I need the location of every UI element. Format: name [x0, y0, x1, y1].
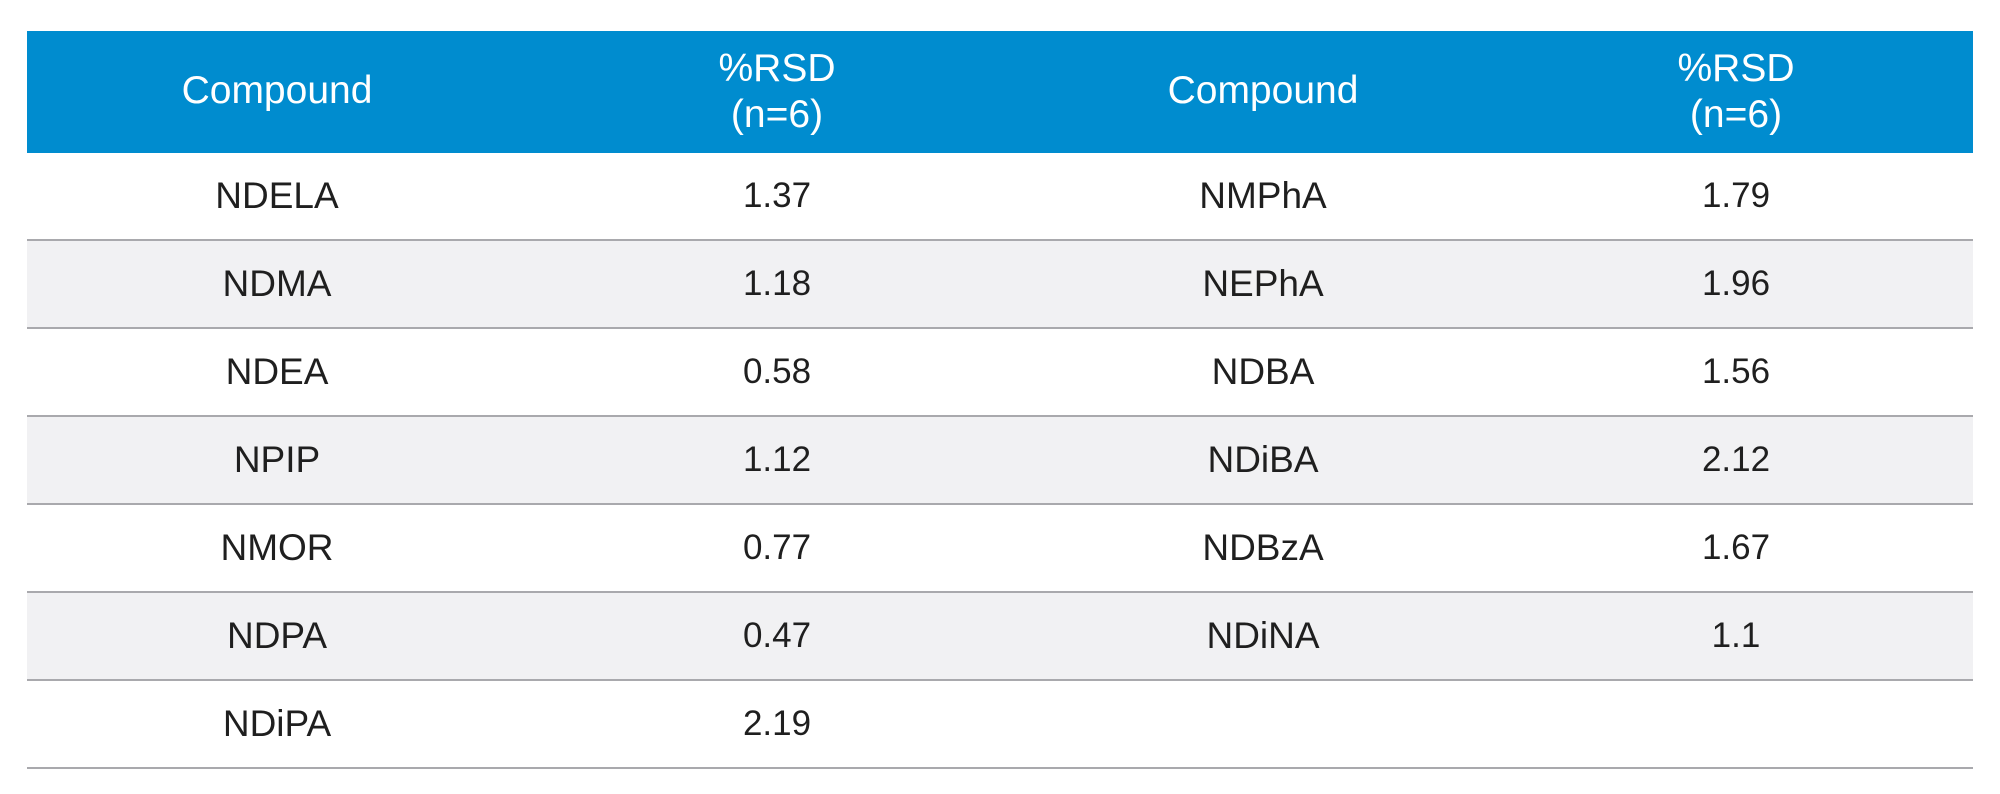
compound-left-cell: NDEA: [225, 351, 329, 392]
header-compound-left: Compound: [181, 69, 373, 112]
rsd-left-cell: 0.47: [742, 616, 812, 655]
rsd-left-cell: 1.12: [742, 440, 812, 479]
compound-right-cell: NDBzA: [1202, 527, 1324, 568]
compound-left-cell: NDiPA: [222, 703, 332, 744]
compound-right-cell: NDBA: [1211, 351, 1315, 392]
rsd-left-cell: 1.18: [742, 264, 812, 303]
compound-left-cell: NDPA: [226, 615, 328, 656]
rsd-right-cell: 1.96: [1701, 264, 1771, 303]
compound-right-cell: NMPhA: [1199, 175, 1327, 216]
rsd-right-cell: 1.1: [1711, 616, 1761, 655]
compound-left-cell: NDELA: [215, 175, 339, 216]
header-rsd-left: %RSD (n=6): [718, 47, 836, 136]
compound-left-cell: NDMA: [222, 263, 332, 304]
rsd-left-cell: 0.58: [742, 352, 812, 391]
rsd-left-cell: 1.37: [742, 176, 812, 215]
header-rsd-right: %RSD (n=6): [1677, 47, 1795, 136]
table-row: NMOR 0.77 NDBzA 1.67: [27, 505, 1973, 593]
rsd-right-cell: 1.79: [1701, 176, 1771, 215]
compound-right-cell: NEPhA: [1202, 263, 1324, 304]
rsd-right-cell: 1.56: [1701, 352, 1771, 391]
table-row: NDiPA 2.19: [27, 681, 1973, 769]
rsd-table: Compound %RSD (n=6) Compound %RSD (n=6) …: [27, 31, 1973, 769]
table-row: NDEA 0.58 NDBA 1.56: [27, 329, 1973, 417]
table-row: NDPA 0.47 NDiNA 1.1: [27, 593, 1973, 681]
compound-right-cell: [1027, 681, 1499, 767]
compound-left-cell: NMOR: [220, 527, 334, 568]
compound-left-cell: NPIP: [233, 439, 321, 480]
compound-right-cell: NDiNA: [1206, 615, 1320, 656]
rsd-right-cell: 1.67: [1701, 528, 1771, 567]
compound-right-cell: NDiBA: [1207, 439, 1319, 480]
rsd-right-cell: [1499, 681, 1973, 767]
table-row: NPIP 1.12 NDiBA 2.12: [27, 417, 1973, 505]
rsd-left-cell: 0.77: [742, 528, 812, 567]
table-row: NDELA 1.37 NMPhA 1.79: [27, 153, 1973, 241]
rsd-right-cell: 2.12: [1701, 440, 1771, 479]
table-row: NDMA 1.18 NEPhA 1.96: [27, 241, 1973, 329]
header-compound-right: Compound: [1167, 69, 1359, 112]
table-header-row: Compound %RSD (n=6) Compound %RSD (n=6): [27, 31, 1973, 153]
rsd-left-cell: 2.19: [742, 704, 812, 743]
